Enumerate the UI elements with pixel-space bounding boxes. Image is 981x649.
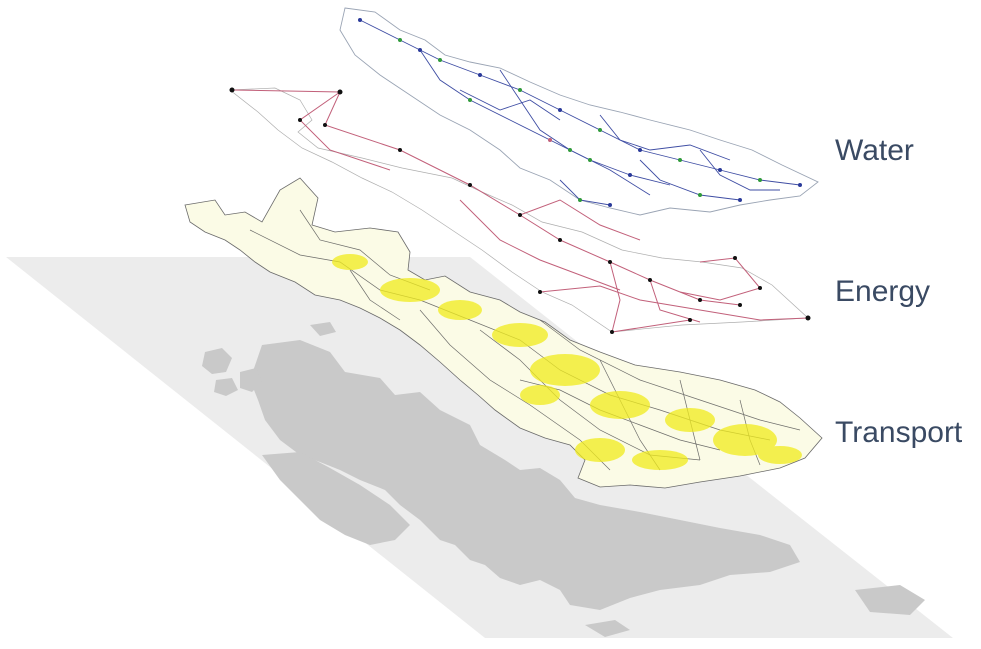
energy-layer-label: Energy xyxy=(835,275,931,308)
water-layer xyxy=(339,7,819,216)
base-map-layer xyxy=(6,257,953,638)
transport-layer xyxy=(184,177,823,489)
energy-layer xyxy=(229,87,811,334)
energy-outline xyxy=(229,87,809,333)
base-landmass xyxy=(202,322,925,637)
transport-layer-label: Transport xyxy=(835,416,963,449)
water-nodes xyxy=(358,18,802,207)
transport-hotspots xyxy=(332,254,802,470)
water-network xyxy=(359,19,801,206)
water-layer-label: Water xyxy=(835,134,914,167)
energy-nodes xyxy=(229,87,811,334)
water-outline xyxy=(339,7,819,216)
